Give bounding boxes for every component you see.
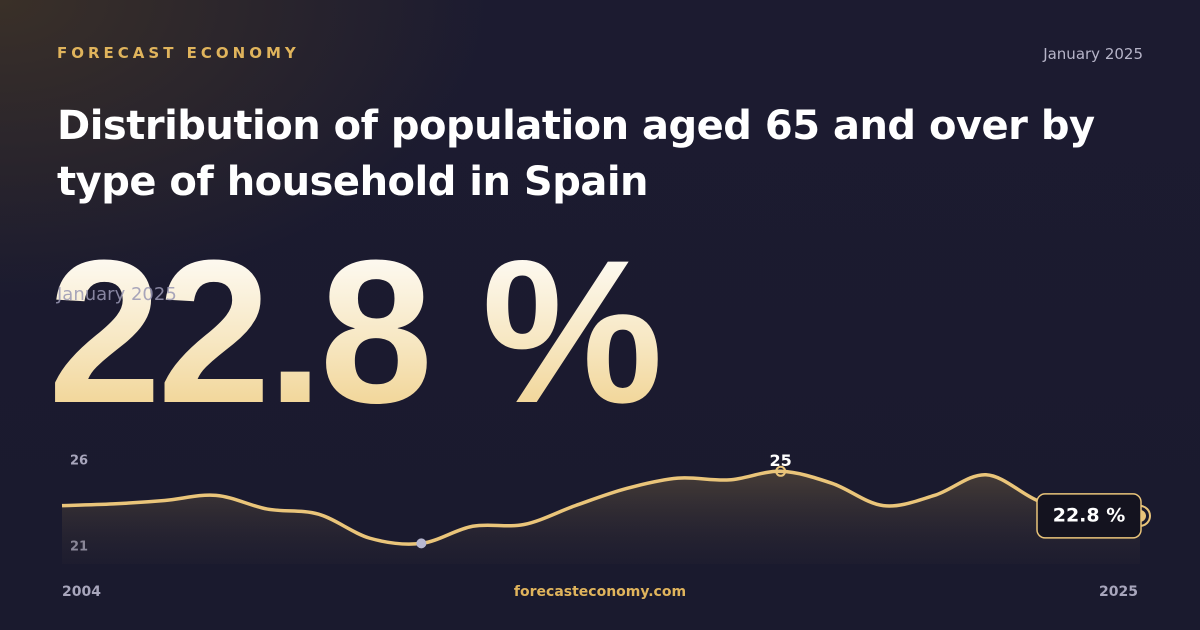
point	[775, 465, 787, 477]
headline-date: January 2025	[57, 284, 177, 305]
date: January 2025	[1043, 45, 1143, 63]
value-label-box	[1036, 493, 1142, 539]
x-tick-label: 2025	[1099, 584, 1138, 600]
line	[61, 469, 1141, 546]
headline-value: 22.8 %	[48, 218, 663, 446]
value-label: 25	[770, 451, 792, 470]
value-label: 22.8 %	[1053, 504, 1126, 526]
brand: FORECAST ECONOMY	[57, 44, 300, 62]
title: Distribution of population aged 65 and o…	[57, 103, 1095, 205]
y-tick-label: 26	[70, 454, 88, 469]
area	[62, 471, 1140, 564]
min-point	[416, 538, 427, 549]
footer: forecasteconomy.com	[514, 584, 686, 600]
x-tick-label: 2004	[62, 584, 101, 600]
